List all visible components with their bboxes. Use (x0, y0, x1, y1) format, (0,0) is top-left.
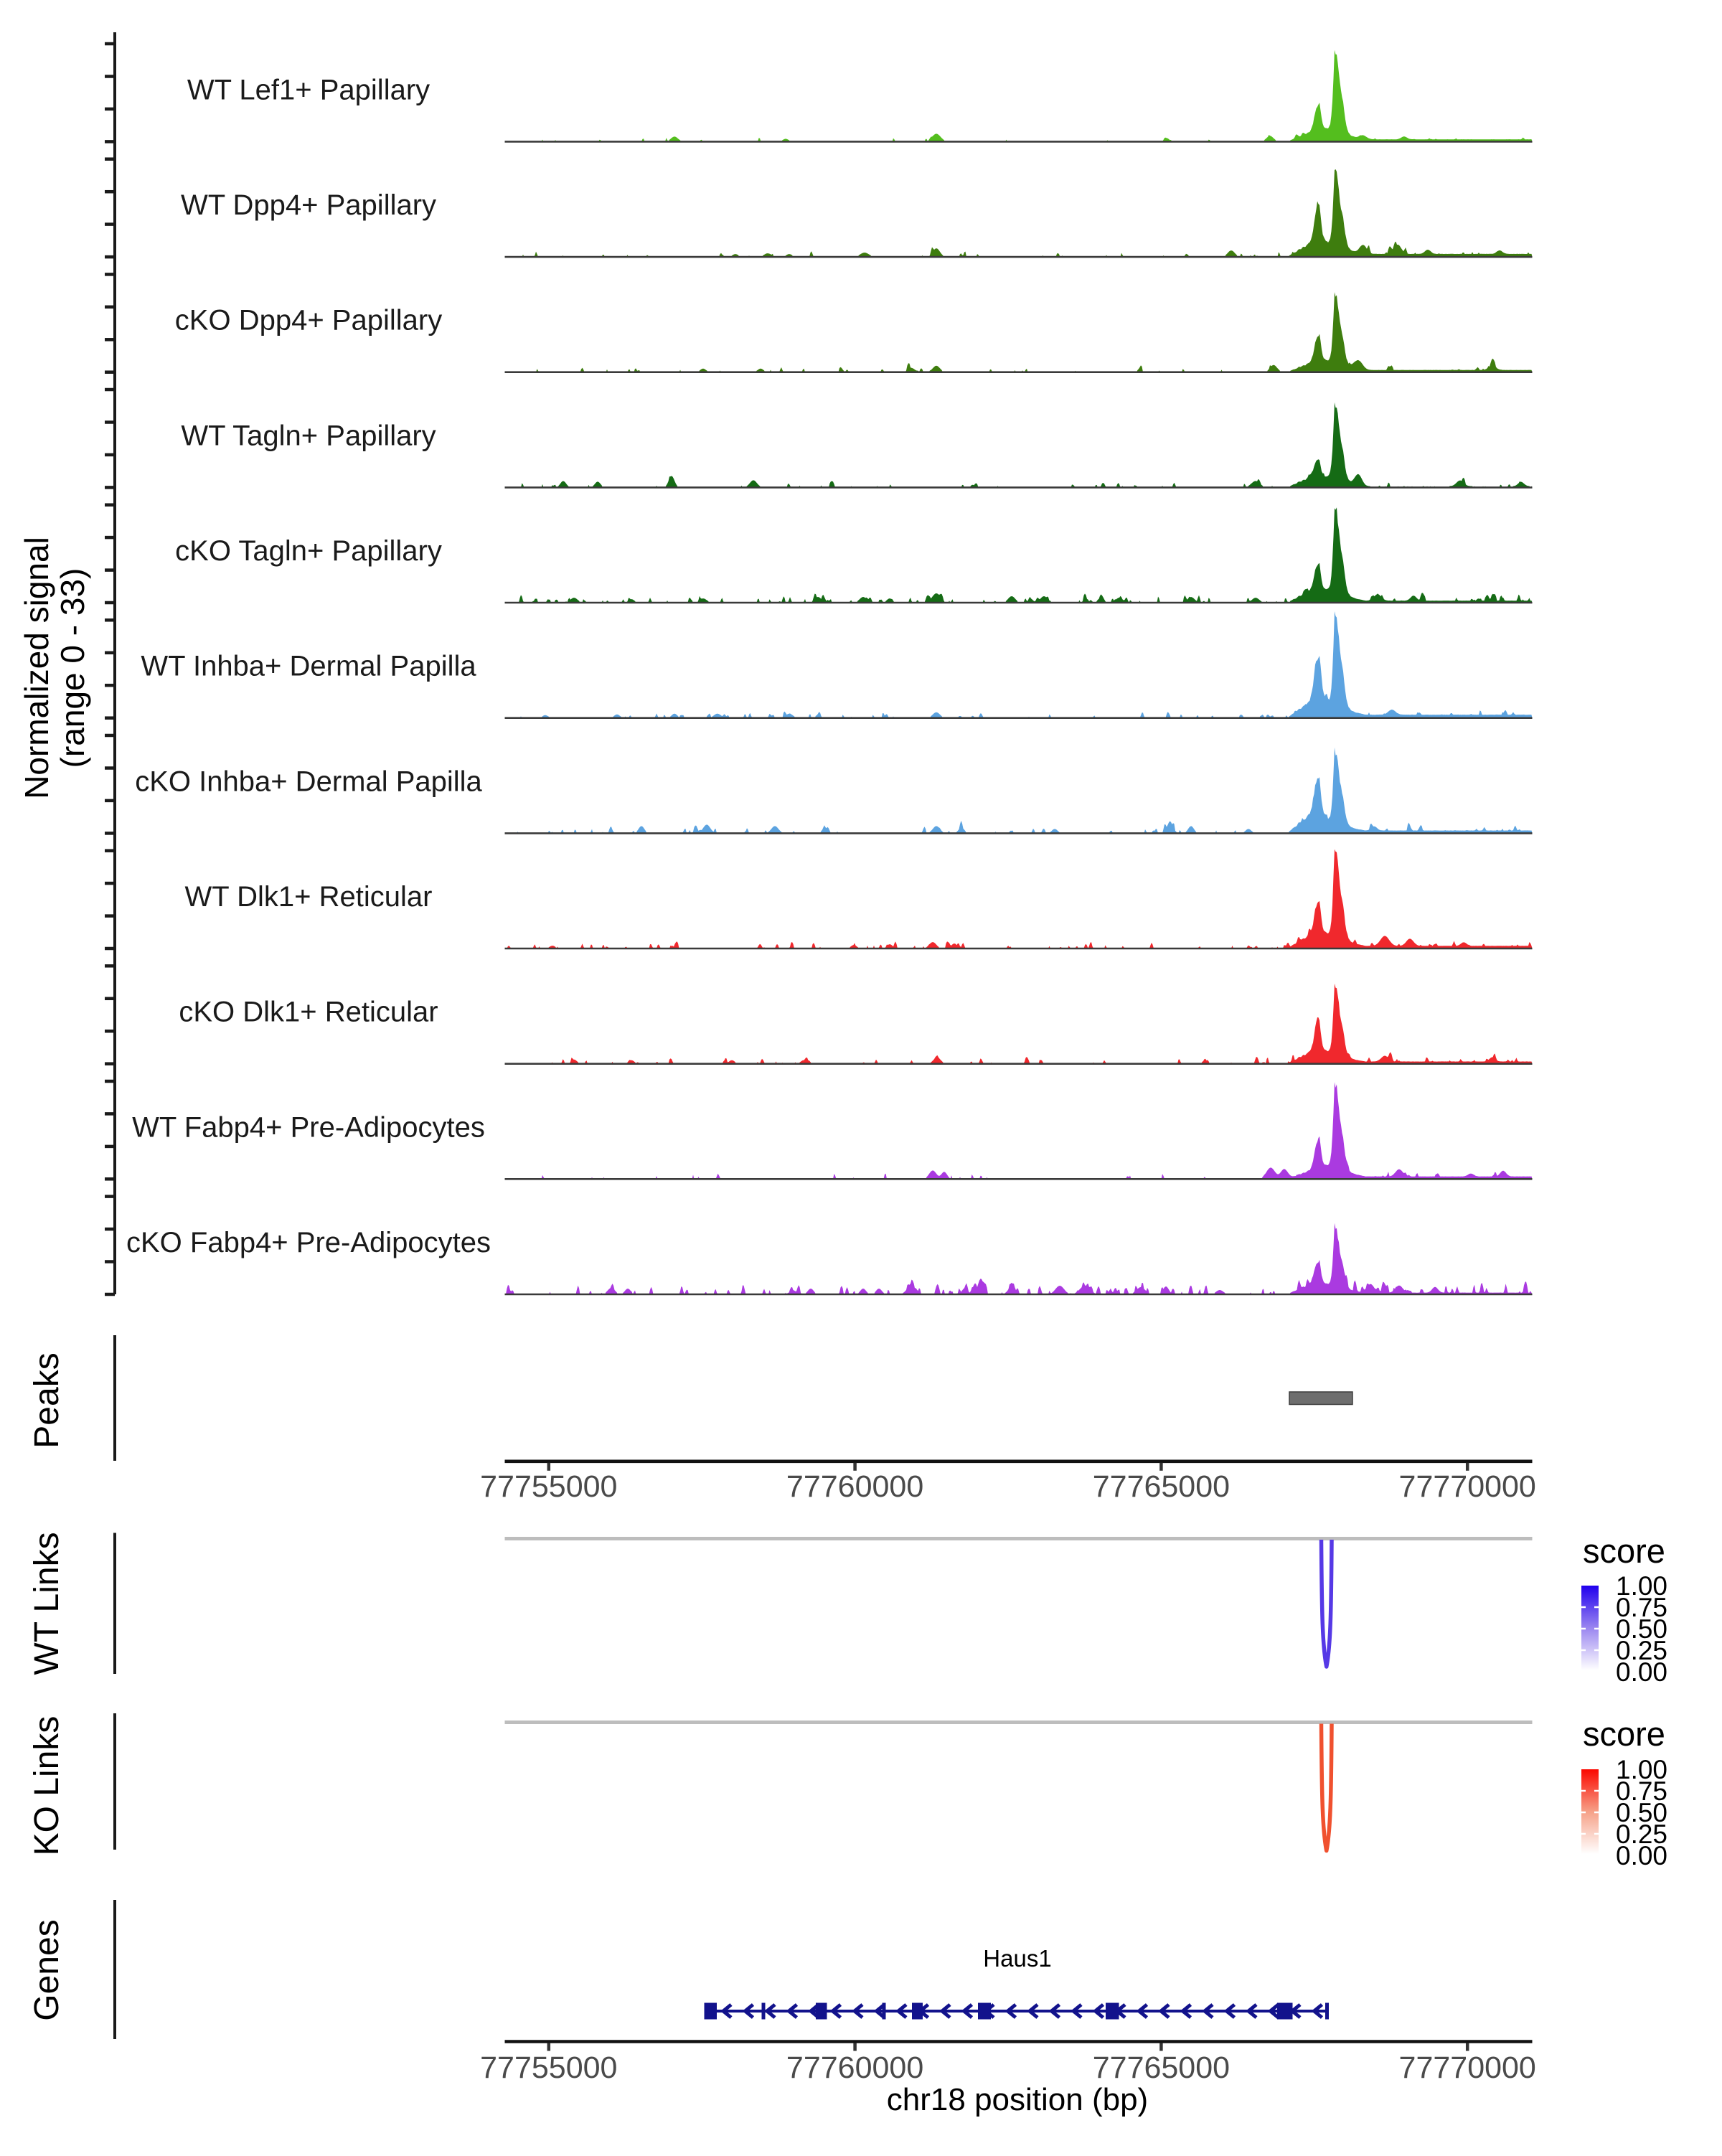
svg-text:77760000: 77760000 (786, 1469, 923, 1504)
svg-text:0.75: 0.75 (1616, 1593, 1667, 1622)
svg-text:WT Dlk1+ Reticular: WT Dlk1+ Reticular (185, 881, 433, 913)
svg-text:cKO Dpp4+ Papillary: cKO Dpp4+ Papillary (175, 305, 442, 336)
svg-text:0.25: 0.25 (1616, 1636, 1667, 1665)
svg-text:77770000: 77770000 (1399, 2051, 1536, 2085)
svg-text:cKO Tagln+ Papillary: cKO Tagln+ Papillary (175, 535, 442, 567)
svg-text:0.00: 0.00 (1616, 1841, 1667, 1870)
svg-text:chr18 position (bp): chr18 position (bp) (887, 2082, 1148, 2117)
svg-text:WT Inhba+ Dermal Papilla: WT Inhba+ Dermal Papilla (141, 651, 476, 682)
svg-text:cKO Dlk1+ Reticular: cKO Dlk1+ Reticular (179, 997, 438, 1028)
svg-text:score: score (1583, 1532, 1665, 1570)
svg-text:77765000: 77765000 (1093, 2051, 1230, 2085)
svg-text:1.00: 1.00 (1616, 1755, 1667, 1784)
svg-text:score: score (1583, 1715, 1665, 1753)
svg-text:cKO Inhba+ Dermal Papilla: cKO Inhba+ Dermal Papilla (135, 766, 482, 797)
svg-text:cKO Fabp4+ Pre-Adipocytes: cKO Fabp4+ Pre-Adipocytes (126, 1227, 491, 1258)
svg-text:0.00: 0.00 (1616, 1657, 1667, 1687)
svg-text:WT Tagln+ Papillary: WT Tagln+ Papillary (181, 420, 436, 451)
svg-text:Peaks: Peaks (28, 1352, 66, 1448)
svg-text:KO Links: KO Links (28, 1716, 66, 1856)
svg-text:WT Links: WT Links (28, 1532, 66, 1675)
svg-text:WT Dpp4+ Papillary: WT Dpp4+ Papillary (181, 189, 436, 221)
svg-text:0.75: 0.75 (1616, 1776, 1667, 1806)
svg-text:0.25: 0.25 (1616, 1820, 1667, 1849)
svg-text:WT Fabp4+ Pre-Adipocytes: WT Fabp4+ Pre-Adipocytes (132, 1111, 485, 1143)
svg-text:77760000: 77760000 (786, 2051, 923, 2085)
svg-text:77765000: 77765000 (1093, 1469, 1230, 1504)
svg-text:(range 0 - 33): (range 0 - 33) (54, 568, 91, 768)
svg-text:Haus1: Haus1 (983, 1945, 1051, 1972)
svg-text:0.50: 0.50 (1616, 1614, 1667, 1644)
svg-text:77755000: 77755000 (480, 2051, 617, 2085)
svg-text:77755000: 77755000 (480, 1469, 617, 1504)
svg-text:WT Lef1+ Papillary: WT Lef1+ Papillary (187, 74, 430, 105)
svg-text:0.50: 0.50 (1616, 1798, 1667, 1827)
svg-text:1.00: 1.00 (1616, 1571, 1667, 1601)
svg-text:77770000: 77770000 (1399, 1469, 1536, 1504)
svg-text:Normalized signal: Normalized signal (18, 537, 55, 799)
svg-text:Genes: Genes (28, 1919, 66, 2020)
